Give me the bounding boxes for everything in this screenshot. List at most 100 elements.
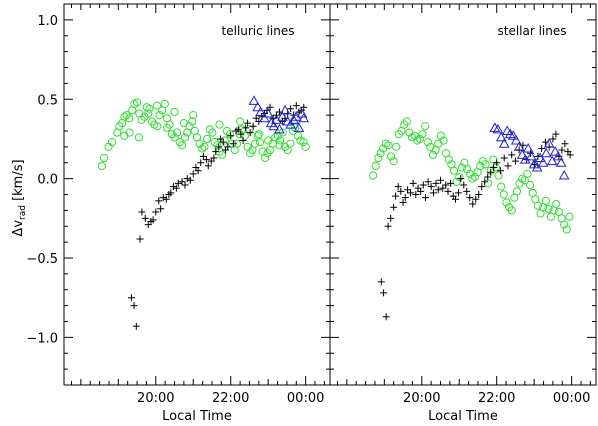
data-point-triangle (498, 138, 510, 148)
data-point-triangle (522, 142, 534, 153)
data-point-circle (250, 139, 260, 148)
data-point-plus (204, 162, 212, 170)
data-point-plus (442, 181, 450, 189)
x-tick-label: 20:00 (137, 391, 174, 406)
data-point-triangle (279, 104, 291, 115)
data-point-plus (167, 189, 175, 197)
data-point-circle (544, 204, 553, 213)
y-axis-label: Δvrad [km/s] (11, 159, 28, 236)
data-point-circle (434, 139, 443, 148)
y-tick-label: 1.0 (37, 14, 58, 29)
data-point-circle (418, 130, 427, 139)
data-point-plus (444, 187, 452, 195)
data-point-plus (136, 235, 144, 243)
data-point-circle (476, 161, 485, 171)
y-axis-label-sub: rad (18, 205, 28, 220)
data-point-plus (508, 151, 516, 159)
data-point-plus (538, 144, 546, 152)
data-point-plus (437, 176, 445, 184)
data-point-plus (500, 154, 508, 162)
data-point-circle (145, 104, 154, 113)
data-point-plus (210, 154, 218, 162)
data-point-circle (541, 196, 550, 205)
data-point-circle (107, 138, 117, 147)
data-point-circle (254, 130, 263, 139)
data-point-plus (244, 119, 252, 127)
data-point-plus (138, 208, 146, 216)
data-point-circle (200, 142, 209, 151)
data-point-plus (292, 102, 300, 110)
data-point-plus (412, 191, 420, 198)
data-point-plus (447, 179, 455, 187)
data-point-circle (436, 131, 445, 140)
data-point-plus (558, 146, 566, 154)
x-tick-label: 22:00 (212, 391, 249, 406)
data-point-triangle (504, 128, 516, 139)
data-point-plus (199, 152, 207, 160)
data-point-triangle (507, 130, 519, 140)
data-point-plus (186, 176, 194, 184)
data-point-plus (162, 195, 170, 203)
data-point-triangle (543, 138, 555, 148)
data-point-circle (301, 142, 310, 151)
data-point-plus (155, 197, 163, 205)
x-tick-label: 00:00 (553, 391, 590, 406)
data-point-circle (261, 153, 270, 163)
data-point-plus (407, 189, 415, 197)
data-point-triangle (293, 122, 305, 132)
x-tick-label: 00:00 (287, 391, 324, 406)
data-point-plus (172, 184, 180, 192)
data-point-plus (189, 170, 197, 178)
data-point-circle (402, 117, 411, 126)
data-point-triangle (495, 131, 507, 142)
data-point-plus (224, 143, 232, 151)
data-point-circle (170, 133, 179, 142)
data-point-plus (419, 181, 427, 189)
panel-telluric: 20:00 22:00 00:00 1.0 0.5 0.0 −0.5 −1.0 (26, 3, 331, 406)
data-point-circle (215, 120, 224, 129)
data-point-plus (478, 183, 486, 191)
data-point-circle (494, 171, 503, 180)
data-point-plus (534, 152, 542, 160)
data-point-circle (220, 136, 229, 145)
data-point-plus (511, 157, 519, 165)
panel-title-stellar: stellar lines (497, 24, 566, 38)
data-point-plus (504, 162, 512, 170)
data-point-plus (463, 187, 471, 195)
data-point-plus (475, 191, 483, 198)
data-point-plus (197, 159, 205, 167)
data-point-triangle (288, 114, 300, 124)
y-axis-label-unit: [km/s] (11, 159, 26, 205)
data-point-plus (429, 189, 437, 197)
data-point-circle (421, 122, 430, 131)
data-point-triangle (255, 106, 267, 116)
data-point-plus (130, 302, 138, 310)
data-point-triangle (531, 161, 543, 172)
data-point-plus (481, 178, 489, 186)
data-point-circle (502, 198, 511, 207)
data-point-circle (439, 136, 448, 145)
data-point-plus (439, 184, 447, 192)
data-point-circle (125, 128, 134, 137)
data-point-triangle (555, 157, 567, 167)
data-point-plus (472, 195, 480, 203)
data-point-circle (552, 199, 561, 209)
data-point-triangle (549, 146, 561, 156)
data-point-circle (497, 182, 506, 191)
data-point-plus (493, 159, 501, 167)
data-point-circle (470, 172, 480, 182)
data-point-plus (487, 168, 495, 176)
data-point-plus (422, 194, 430, 202)
data-point-circle (415, 134, 425, 144)
data-point-circle (444, 155, 453, 164)
data-point-plus (181, 181, 189, 189)
data-point-plus (149, 216, 157, 224)
data-point-plus (490, 164, 498, 172)
data-point-triangle (510, 135, 522, 145)
data-point-plus (457, 175, 465, 183)
data-point-triangle (492, 123, 504, 134)
plot-frame (63, 3, 331, 386)
data-point-triangle (262, 108, 274, 118)
data-point-circle (275, 141, 284, 150)
